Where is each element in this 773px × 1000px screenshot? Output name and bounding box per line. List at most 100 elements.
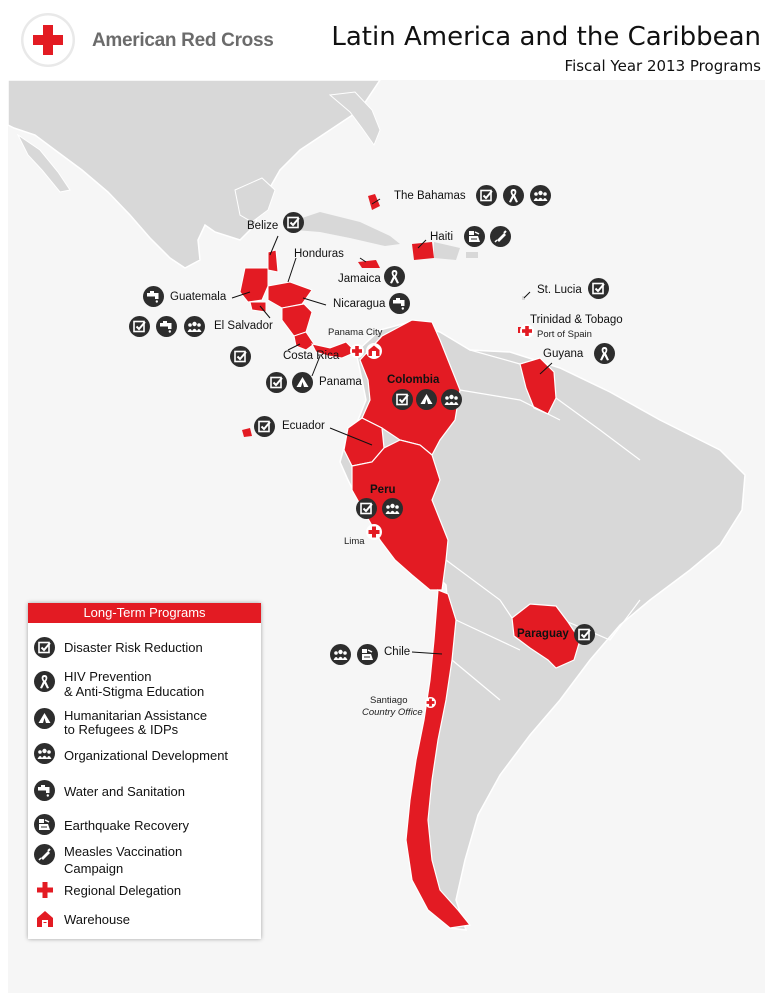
legend-title: Long-Term Programs [28, 603, 261, 623]
north-america-land [8, 80, 381, 269]
florida [328, 91, 381, 147]
checkbox-icon [34, 637, 55, 658]
ecuador-disaster-risk-icon [254, 416, 275, 437]
colombia-org-development-icon [441, 389, 462, 410]
legend-label: Warehouse [64, 912, 130, 927]
page-subtitle: Fiscal Year 2013 Programs [564, 57, 761, 75]
label-guyana: Guyana [543, 348, 584, 360]
label-el-salvador: El Salvador [214, 320, 273, 332]
tent-icon [34, 708, 55, 729]
legend-label: Disaster Risk Reduction [64, 640, 203, 655]
haiti-measles-vaccination-icon [490, 226, 511, 247]
el-salvador-disaster-risk-icon [129, 316, 150, 337]
label-country-office: Country Office [362, 707, 423, 718]
warehouse-icon [37, 911, 53, 927]
bahamas-org-development-icon [530, 185, 551, 206]
honduras-shape [267, 281, 313, 309]
label-st-lucia: St. Lucia [537, 284, 582, 296]
label-paraguay: Paraguay [517, 628, 569, 640]
legend-label: Earthquake Recovery [64, 818, 190, 833]
map-canvas[interactable] [8, 80, 765, 993]
label-panama: Panama [319, 376, 362, 388]
paraguay-shape [511, 603, 581, 669]
panama-shape [311, 341, 357, 359]
label-santiago: Santiago [370, 695, 408, 706]
legend-label: Measles Vaccination [64, 844, 183, 859]
page-title: Latin America and the Caribbean [331, 22, 761, 52]
belize-shape [267, 249, 279, 273]
bahamas-hiv-ribbon-icon [503, 185, 524, 206]
border-lines [445, 349, 641, 701]
label-guatemala: Guatemala [170, 291, 227, 303]
people-icon [34, 743, 55, 764]
bahamas-disaster-risk-icon [476, 185, 497, 206]
lima-regional-delegation-icon [366, 524, 382, 540]
colombia-shape [359, 319, 461, 456]
label-peru: Peru [370, 484, 396, 496]
label-jamaica: Jamaica [338, 273, 381, 285]
galapagos [242, 428, 252, 437]
costa-rica-disaster-risk-icon [230, 346, 251, 367]
label-lima: Lima [344, 536, 365, 547]
ribbon-icon [34, 671, 55, 692]
label-belize: Belize [247, 220, 279, 232]
bahamas-shape [368, 194, 380, 210]
legend-label: Organizational Development [64, 748, 229, 763]
st-lucia-shape [522, 296, 525, 300]
baja-peninsula [16, 133, 71, 193]
label-trinidad-tobago: Trinidad & Tobago [530, 314, 623, 326]
brand-name: American Red Cross [92, 30, 274, 51]
puerto-rico [466, 252, 478, 258]
legend-label-line2: Campaign [64, 861, 124, 876]
santiago-country-office-icon [425, 697, 436, 708]
label-colombia: Colombia [387, 374, 440, 386]
panama-disaster-risk-icon [266, 372, 287, 393]
legend-label: HIV Prevention [64, 669, 152, 684]
haiti-earthquake-recovery-icon [464, 226, 485, 247]
label-port-of-spain: Port of Spain [537, 329, 592, 340]
chile-shape [405, 589, 472, 929]
leader-lines [231, 198, 553, 655]
label-the-bahamas: The Bahamas [394, 190, 466, 202]
nicaragua-water-sanitation-icon [389, 293, 410, 314]
legend-label: Regional Delegation [64, 883, 182, 898]
faucet-icon [34, 780, 55, 801]
jamaica-hiv-ribbon-icon [384, 266, 405, 287]
guyana-shape [519, 357, 557, 415]
peru-org-development-icon [382, 498, 403, 519]
panama-regional-delegation-icon [350, 344, 364, 358]
haiti-shape [412, 242, 434, 260]
guatemala-shape [239, 267, 269, 303]
cuba [290, 212, 400, 246]
label-nicaragua: Nicaragua [333, 298, 386, 310]
legend-label-line2: & Anti-Stigma Education [64, 684, 205, 699]
st-lucia-disaster-risk-icon [588, 278, 609, 299]
port-of-spain-regional-delegation-icon [520, 324, 534, 338]
rubble-icon [34, 814, 55, 835]
guatemala-water-sanitation-icon [143, 286, 164, 307]
label-ecuador: Ecuador [282, 420, 325, 432]
el-salvador-org-development-icon [184, 316, 205, 337]
yucatan [234, 177, 276, 223]
chile-org-development-icon [330, 644, 351, 665]
el-salvador-water-sanitation-icon [156, 316, 177, 337]
colombia-disaster-risk-icon [392, 389, 413, 410]
label-chile: Chile [384, 646, 411, 658]
label-haiti: Haiti [430, 231, 454, 243]
label-costa-rica: Costa Rica [283, 350, 340, 362]
dominican-republic [434, 242, 460, 260]
label-honduras: Honduras [294, 248, 344, 260]
legend-label: Water and Sanitation [64, 784, 185, 799]
panama-warehouse-icon [366, 343, 382, 359]
peru-disaster-risk-icon [356, 498, 377, 519]
syringe-icon [34, 844, 55, 865]
costa-rica-shape [293, 331, 315, 351]
panama-humanitarian-icon [292, 372, 313, 393]
paraguay-disaster-risk-icon [574, 624, 595, 645]
nicaragua-shape [281, 303, 313, 337]
belize-disaster-risk-icon [283, 212, 304, 233]
guyana-hiv-ribbon-icon [594, 343, 615, 364]
legend-label-line2: to Refugees & IDPs [64, 722, 179, 737]
red-cross-icon [37, 882, 53, 898]
el-salvador-shape [249, 301, 267, 313]
